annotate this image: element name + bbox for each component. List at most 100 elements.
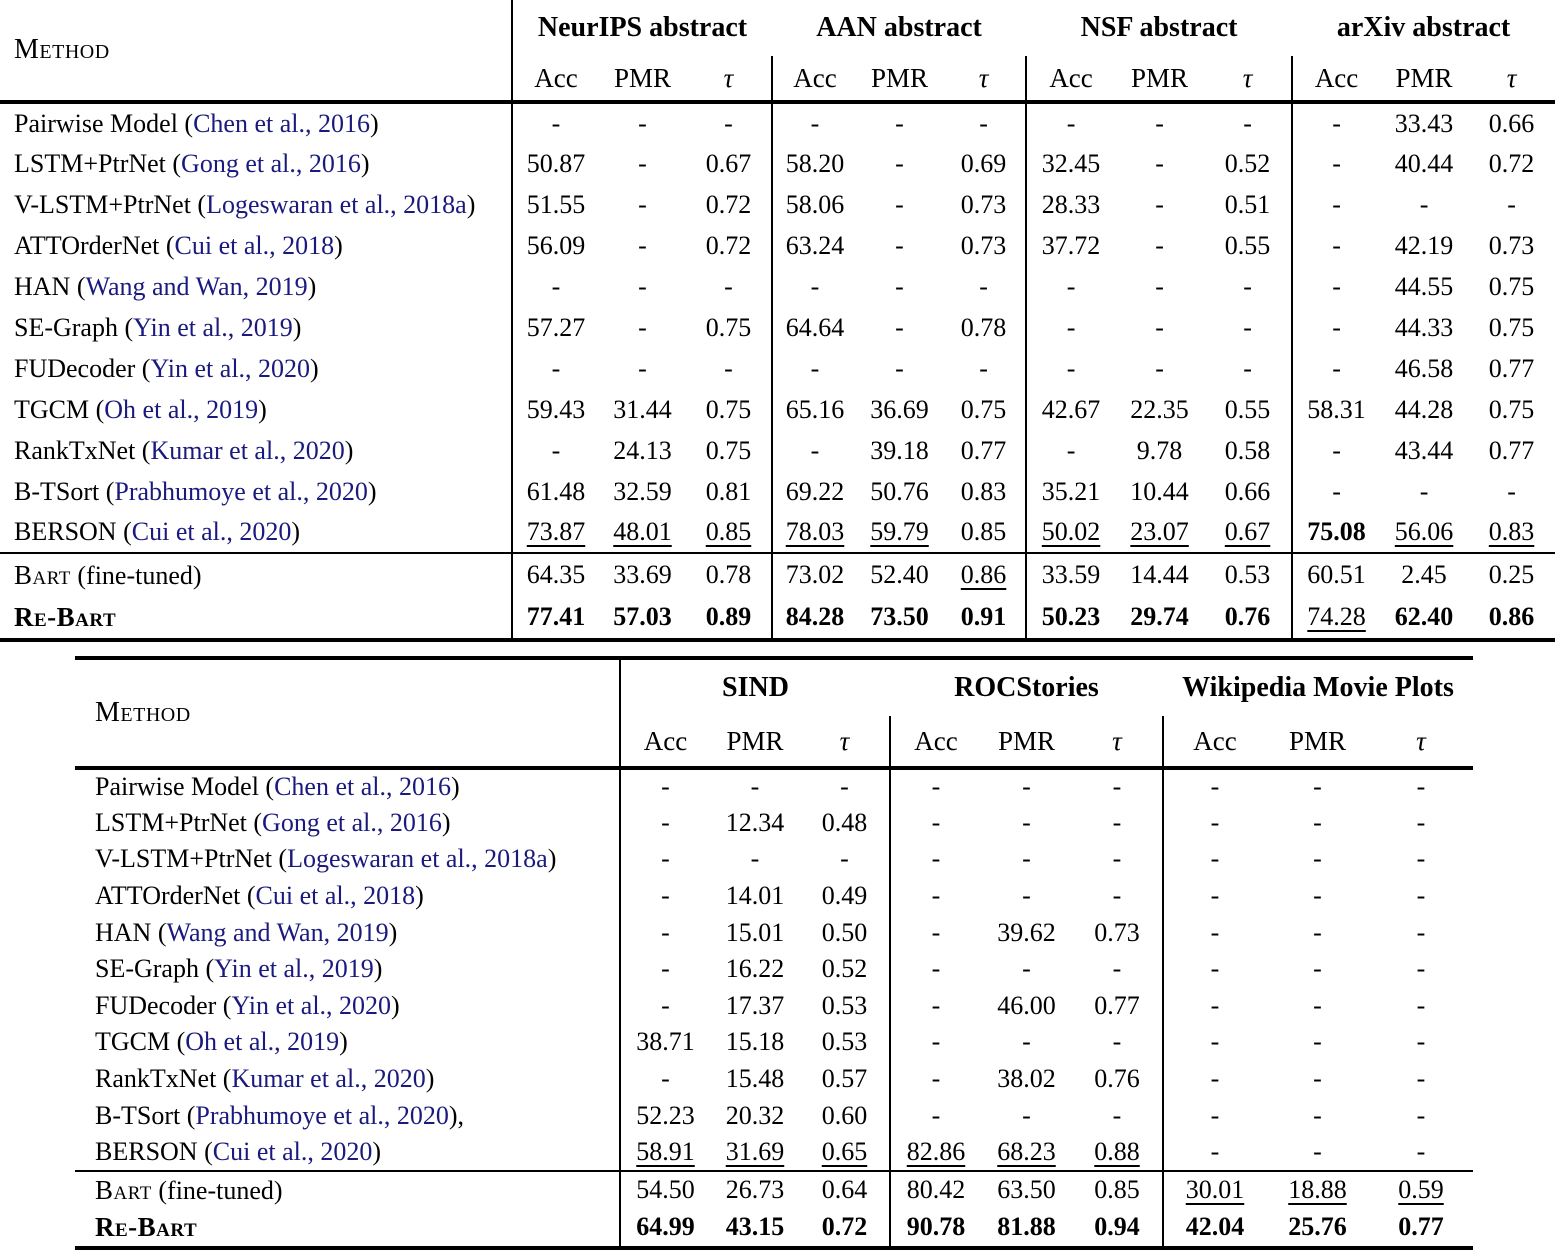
- metric-cell: 30.01: [1162, 1169, 1266, 1210]
- table-row: FUDecoder (Yin et al., 2020) - - - - - - - - - -46…: [0, 348, 1555, 389]
- citation-link[interactable]: Cui et al., 2020: [131, 517, 292, 546]
- group-header: AAN abstract: [816, 12, 982, 43]
- metric-cell: 59.79: [870, 517, 929, 546]
- citation-link[interactable]: Prabhumoye et al., 2020: [195, 1100, 449, 1130]
- metric-cell: 0.77: [1488, 435, 1535, 465]
- metric-cell: -: [1162, 1024, 1266, 1061]
- citation-link[interactable]: Chen et al., 2016: [193, 108, 371, 138]
- citation-link[interactable]: Yin et al., 2019: [214, 954, 374, 984]
- metric-cell: -: [638, 353, 647, 383]
- citation-link[interactable]: Wang and Wan, 2019: [166, 917, 389, 947]
- metric-cell: 73.02: [771, 552, 858, 597]
- metric-cell: 81.88: [981, 1209, 1072, 1250]
- col-header-tau: τ: [1204, 56, 1293, 104]
- col-header-acc: Acc: [512, 56, 599, 104]
- citation-link[interactable]: Chen et al., 2016: [274, 772, 452, 802]
- citation-link[interactable]: Wang and Wan, 2019: [85, 271, 308, 301]
- metric-cell: -: [638, 271, 647, 301]
- citation-link[interactable]: Oh et al., 2019: [104, 394, 259, 424]
- metric-cell: 0.73: [1094, 917, 1140, 947]
- citation-link[interactable]: Yin et al., 2020: [150, 353, 311, 383]
- metric-cell: -: [1025, 348, 1116, 389]
- metric-cell: 0.67: [1224, 517, 1271, 546]
- metric-cell: 56.09: [511, 225, 599, 266]
- metric-cell: -: [619, 914, 710, 951]
- citation-link[interactable]: Cui et al., 2020: [212, 1136, 373, 1166]
- col-header-pmr: PMR: [857, 56, 943, 104]
- metric-cell: 0.78: [960, 312, 1007, 342]
- metric-cell: 31.44: [613, 394, 672, 424]
- metric-cell: 60.51: [1291, 552, 1381, 597]
- metric-cell: -: [979, 271, 988, 301]
- metric-cell: 43.15: [710, 1209, 800, 1250]
- metric-cell: 0.67: [705, 148, 752, 178]
- metric-cell: -: [638, 148, 647, 178]
- citation-link[interactable]: Logeswaran et al., 2018a: [287, 844, 548, 874]
- method-cell: ATTOrderNet (Cui et al., 2018): [95, 881, 424, 911]
- method-cell: V-LSTM+PtrNet (Logeswaran et al., 2018a): [95, 844, 557, 874]
- metric-cell: -: [979, 353, 988, 383]
- metric-cell: -: [619, 987, 710, 1025]
- metric-cell: -: [889, 804, 981, 842]
- metric-cell: -: [1243, 353, 1252, 383]
- metric-cell: 50.23: [1025, 596, 1116, 642]
- metric-cell: -: [771, 266, 858, 307]
- metric-cell: -: [1291, 471, 1381, 512]
- table-row: Re-Bart 77.41 57.03 0.89 84.28 73.50 0.91 50.23…: [0, 596, 1555, 642]
- citation-link[interactable]: Oh et al., 2019: [185, 1027, 340, 1057]
- t1-body: Pairwise Model (Chen et al., 2016) - - - - - -…: [0, 102, 1555, 642]
- method-name: Re-Bart: [95, 1211, 198, 1242]
- citation-link[interactable]: Kumar et al., 2020: [231, 1064, 426, 1094]
- citation-link[interactable]: Logeswaran et al., 2018a: [206, 189, 467, 219]
- metric-cell: -: [889, 1097, 981, 1134]
- citation-link[interactable]: Gong et al., 2016: [181, 148, 361, 178]
- metric-cell: 14.01: [725, 881, 785, 911]
- metric-cell: -: [1155, 353, 1164, 383]
- metric-cell: 0.72: [1488, 148, 1535, 178]
- method-column-header: Method: [0, 0, 513, 104]
- metric-cell: 22.35: [1130, 394, 1189, 424]
- citation-link[interactable]: Kumar et al., 2020: [150, 435, 345, 465]
- method-cell: ATTOrderNet (Cui et al., 2018): [14, 230, 343, 260]
- metric-cell: -: [1507, 189, 1516, 219]
- metric-cell: 29.74: [1115, 596, 1205, 642]
- citation-link[interactable]: Cui et al., 2018: [174, 230, 335, 260]
- col-header-pmr: PMR: [599, 56, 686, 104]
- metric-cell: 0.57: [821, 1064, 868, 1094]
- metric-cell: 0.88: [1094, 1136, 1140, 1166]
- method-cell: B-TSort (Prabhumoye et al., 2020): [14, 476, 377, 506]
- metric-cell: -: [1022, 881, 1031, 911]
- method-cell: SE-Graph (Yin et al., 2019): [95, 954, 383, 984]
- metric-cell: 32.59: [613, 476, 672, 506]
- metric-cell: 38.02: [997, 1064, 1056, 1094]
- metric-cell: -: [1112, 807, 1122, 837]
- metric-cell: -: [1112, 954, 1122, 984]
- metric-cell: -: [1291, 266, 1381, 307]
- metric-cell: -: [619, 768, 710, 805]
- metric-cell: -: [889, 1060, 981, 1098]
- metric-cell: -: [1291, 225, 1381, 266]
- metric-cell: -: [1162, 987, 1266, 1025]
- metric-cell: 44.55: [1394, 271, 1454, 301]
- citation-link[interactable]: Yin et al., 2020: [231, 990, 392, 1020]
- col-header-acc: Acc: [620, 716, 710, 770]
- metric-cell: -: [1313, 1064, 1322, 1094]
- metric-cell: 0.73: [960, 230, 1007, 260]
- table-row: TGCM (Oh et al., 2019) 59.43 31.44 0.75 65.1…: [0, 389, 1555, 430]
- metric-cell: -: [1022, 844, 1031, 874]
- metric-cell: 0.86: [1468, 596, 1555, 642]
- metric-cell: 38.71: [619, 1024, 710, 1061]
- metric-cell: 78.03: [771, 512, 858, 553]
- citation-link[interactable]: Gong et al., 2016: [262, 807, 442, 837]
- table-row: Bart (fine-tuned) 64.35 33.69 0.78 73.02 52.4…: [0, 552, 1555, 597]
- citation-link[interactable]: Yin et al., 2019: [133, 312, 293, 342]
- t2-head: Method SIND ROCStories Wikipedia Movie Plot…: [75, 658, 1474, 770]
- metric-cell: -: [1025, 307, 1116, 348]
- citation-link[interactable]: Prabhumoye et al., 2020: [114, 476, 368, 506]
- group-header: Wikipedia Movie Plots: [1182, 672, 1454, 703]
- t1-head: Method NeurIPS abstract AAN abstract NSF ab…: [0, 0, 1555, 104]
- col-header-tau: τ: [1072, 716, 1163, 770]
- citation-link[interactable]: Cui et al., 2018: [255, 881, 416, 911]
- metric-cell: 15.01: [725, 917, 785, 947]
- metric-cell: 62.40: [1380, 596, 1469, 642]
